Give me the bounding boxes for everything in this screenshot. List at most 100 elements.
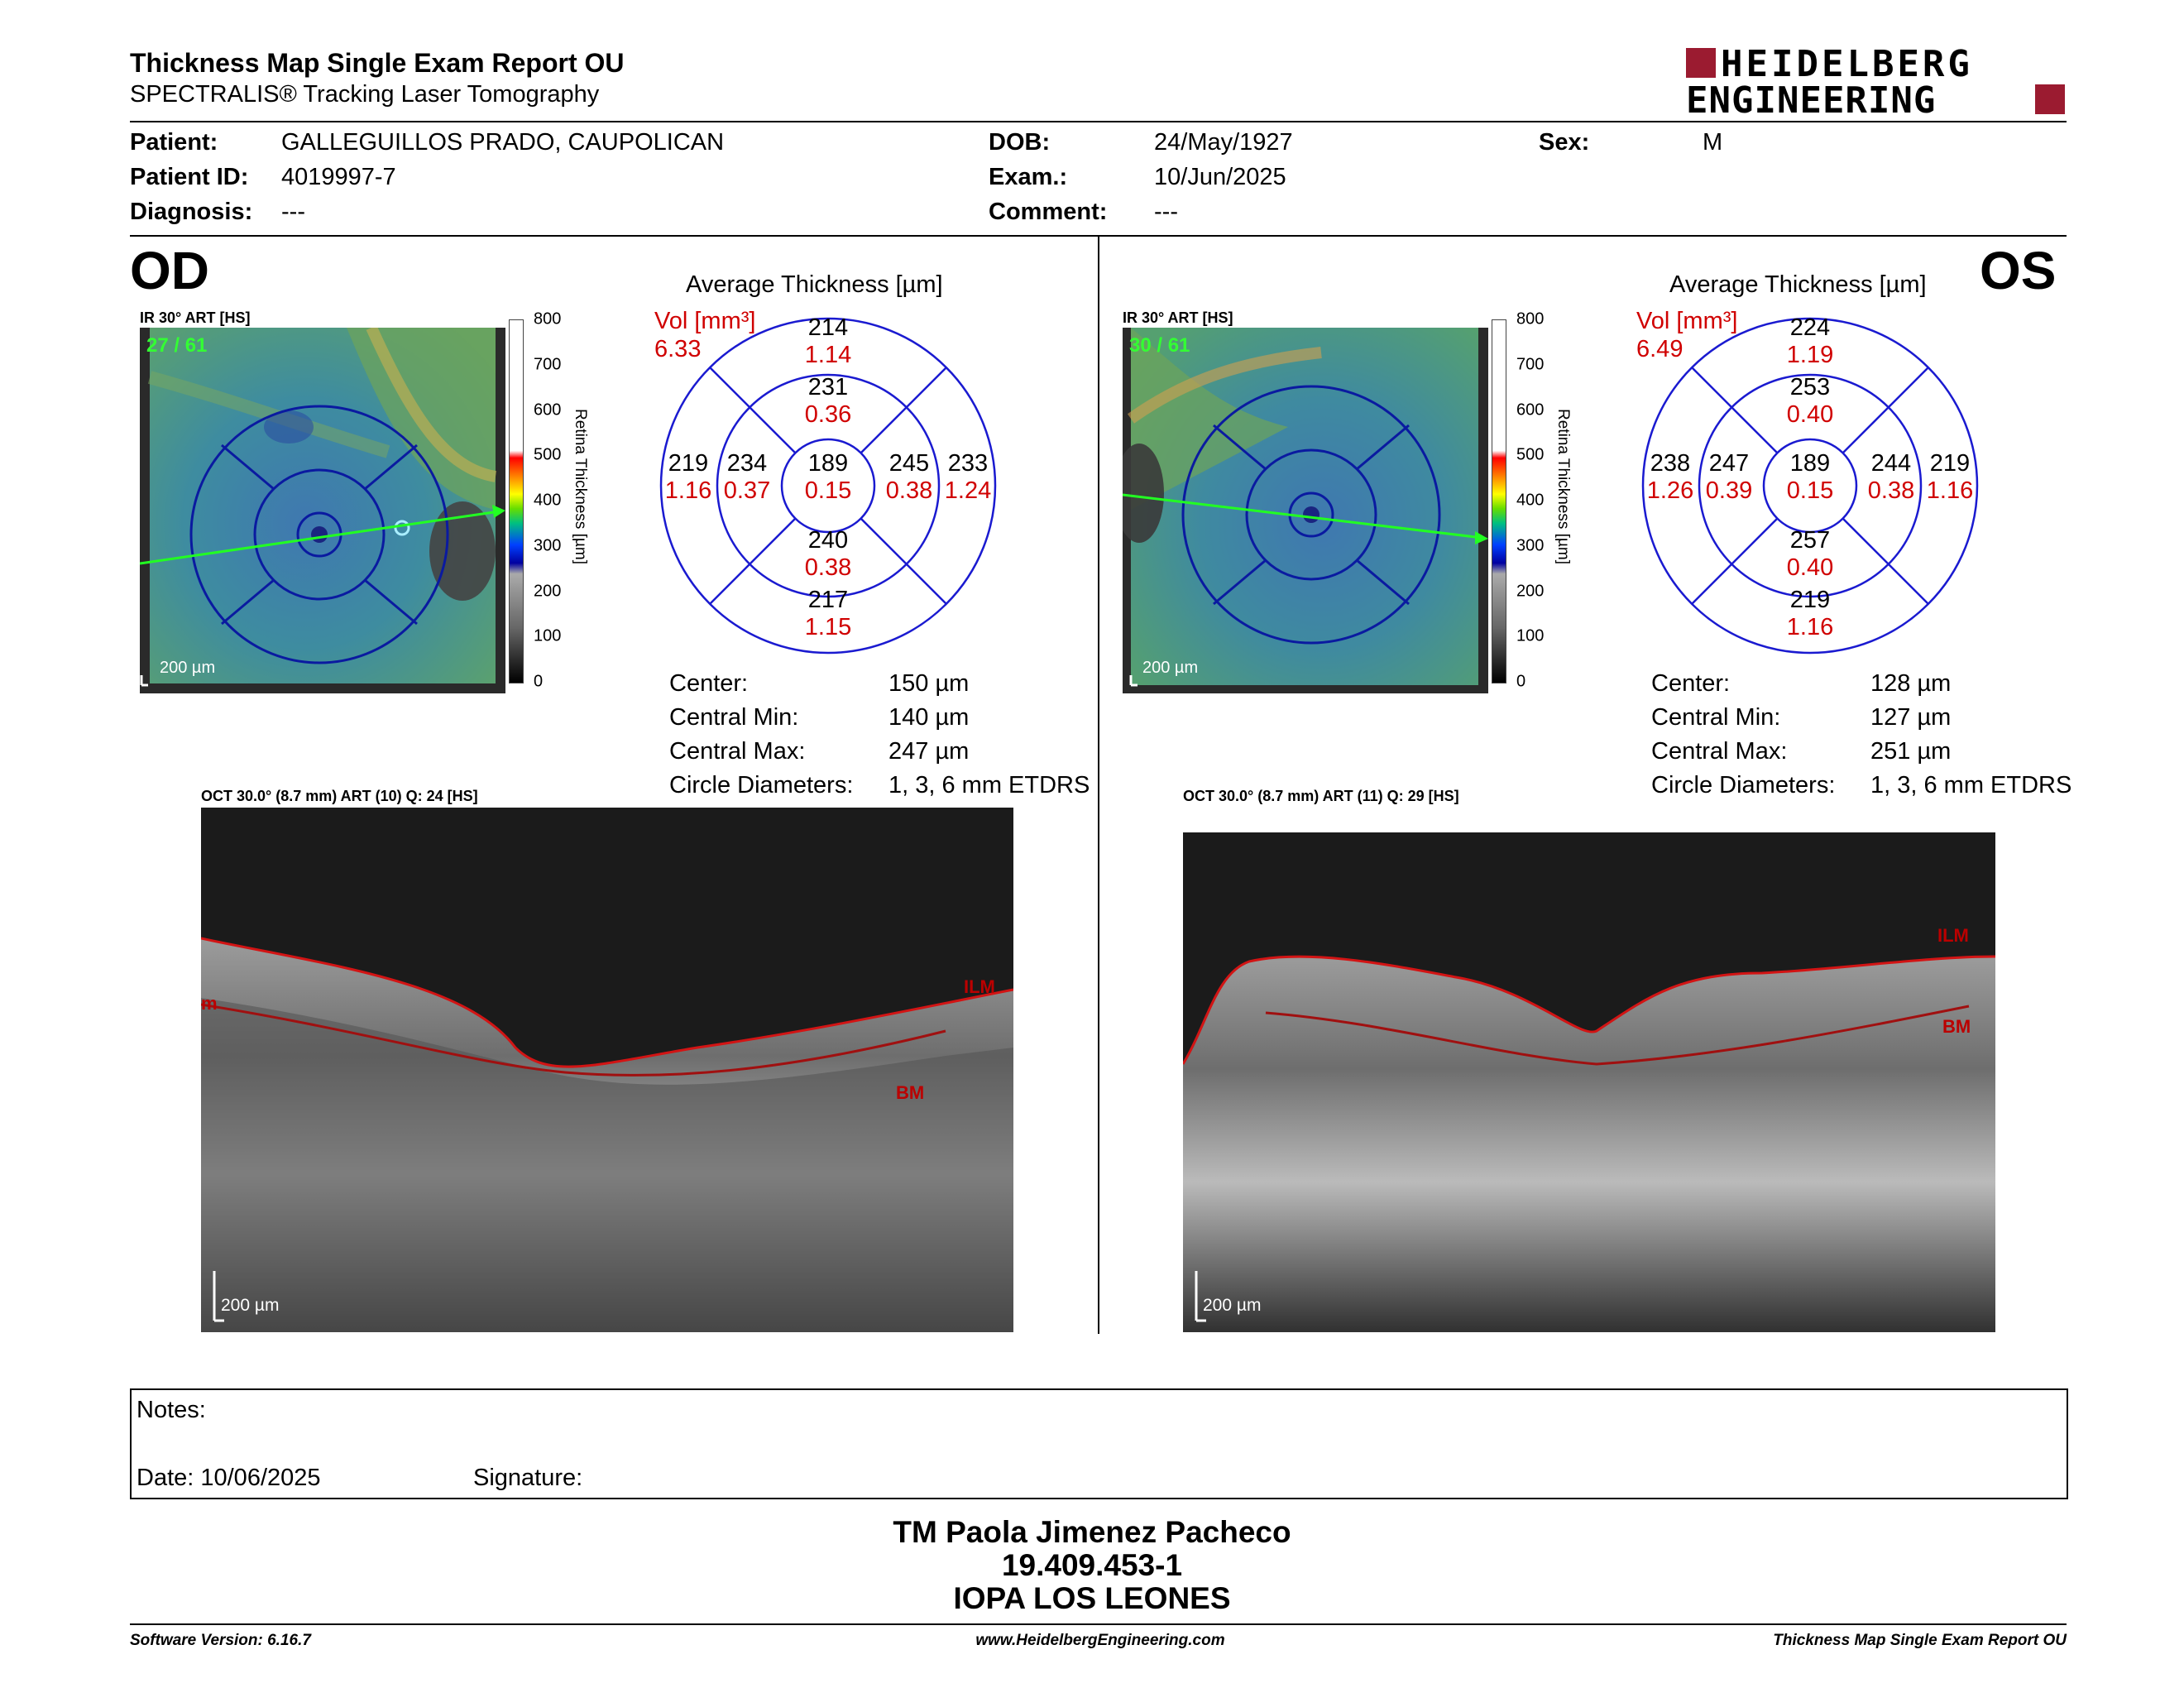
- signoff-name: TM Paola Jimenez Pacheco: [893, 1515, 1291, 1549]
- os-scale-title: Retina Thickness [µm]: [1554, 409, 1572, 564]
- signoff-block: TM Paola Jimenez Pacheco 19.409.453-1 IO…: [745, 1516, 1439, 1615]
- od-inner-left-volume: 0.37: [723, 477, 771, 504]
- os-outer-inf-volume: 1.16: [1786, 614, 1834, 640]
- od-inner-inf-volume: 0.38: [804, 554, 852, 581]
- exam-label: Exam.:: [989, 164, 1068, 190]
- od-inner-sup-volume: 0.36: [804, 401, 852, 428]
- od-center-label: Center:: [669, 670, 749, 697]
- patient-id-label: Patient ID:: [130, 164, 249, 190]
- diagnosis-label: Diagnosis:: [130, 199, 253, 225]
- os-max-label: Central Max:: [1651, 738, 1788, 765]
- os-fundus-svg: [1123, 328, 1488, 687]
- od-fundus-scale-text: 200 µm: [160, 659, 216, 677]
- signoff-rut: 19.409.453-1: [1001, 1548, 1183, 1582]
- os-eye-label: OS: [1980, 241, 2057, 300]
- os-min-value: 127 µm: [1870, 704, 1952, 731]
- os-fundus-thickness-map: 30 / 61 200 µm: [1123, 328, 1488, 693]
- od-color-scale: [509, 319, 524, 683]
- os-frame-counter: 30 / 61: [1129, 334, 1190, 357]
- heidelberg-logo: HEIDELBERG ENGINEERING: [1686, 43, 2067, 122]
- tick-600: 600: [534, 400, 562, 419]
- tick-500: 500: [1516, 445, 1545, 464]
- od-fundus-svg: [140, 328, 505, 687]
- os-outer-sup-volume: 1.19: [1786, 342, 1834, 368]
- od-avg-title: Average Thickness [µm]: [686, 271, 943, 298]
- notes-signature-label: Signature:: [473, 1465, 583, 1491]
- os-ir-label: IR 30° ART [HS]: [1123, 309, 1233, 326]
- footer-divider: [130, 1623, 2067, 1625]
- tick-700: 700: [534, 355, 562, 374]
- od-diam-value: 1, 3, 6 mm ETDRS: [888, 772, 1090, 798]
- os-etdrs-grid: 224 1.19 253 0.40 189 0.15 257 0.40 219 1.16 …: [1640, 314, 1980, 655]
- os-etdrs-svg: [1641, 317, 1979, 655]
- os-diam-value: 1, 3, 6 mm ETDRS: [1870, 772, 2072, 798]
- os-outer-left-thickness: 238: [1650, 450, 1691, 477]
- os-center-label: Center:: [1651, 670, 1731, 697]
- exam-value: 10/Jun/2025: [1154, 164, 1286, 190]
- tick-0: 0: [1516, 672, 1526, 691]
- od-etdrs-svg: [659, 317, 997, 655]
- od-eye-label: OD: [130, 241, 209, 300]
- od-oct-bscan: ILM BM m 200 µm: [201, 808, 1013, 1332]
- os-oct-label: OCT 30.0° (8.7 mm) ART (11) Q: 29 [HS]: [1183, 788, 1459, 804]
- od-frame-counter: 27 / 61: [146, 334, 208, 357]
- od-min-label: Central Min:: [669, 704, 799, 731]
- od-inner-sup-thickness: 231: [807, 374, 849, 400]
- os-oct-scale-text: 200 µm: [1203, 1296, 1262, 1315]
- od-ir-label: IR 30° ART [HS]: [140, 309, 251, 326]
- od-outer-left-volume: 1.16: [664, 477, 712, 504]
- od-vol-value: 6.33: [654, 336, 702, 362]
- notes-box[interactable]: Notes: Date: 10/06/2025 Signature:: [130, 1388, 2068, 1499]
- tick-400: 400: [534, 491, 562, 510]
- os-outer-left-volume: 1.26: [1646, 477, 1694, 504]
- tick-800: 800: [1516, 309, 1545, 328]
- footer-report-name: Thickness Map Single Exam Report OU: [1773, 1632, 2067, 1649]
- patient-id: 4019997-7: [281, 164, 396, 190]
- od-vol-label: Vol [mm³]: [654, 308, 756, 334]
- od-oct-svg: [201, 937, 1013, 1332]
- os-inner-right-thickness: 244: [1870, 450, 1912, 477]
- os-ilm-label: ILM: [1937, 925, 1969, 946]
- os-avg-title: Average Thickness [µm]: [1669, 271, 1927, 298]
- os-fundus-scale-text: 200 µm: [1142, 659, 1199, 677]
- diagnosis-value: ---: [281, 199, 305, 225]
- center-divider: [1098, 237, 1099, 1334]
- patient-label: Patient:: [130, 129, 218, 156]
- os-inner-left-volume: 0.39: [1705, 477, 1753, 504]
- notes-label: Notes:: [136, 1397, 206, 1423]
- od-outer-right-volume: 1.24: [944, 477, 992, 504]
- os-scale-ticks: 800 700 600 500 400 300 200 100 0: [1516, 310, 1549, 691]
- od-etdrs-grid: 214 1.14 231 0.36 189 0.15 240 0.38 217 1.15 …: [659, 314, 998, 655]
- od-center-volume: 0.15: [804, 477, 852, 504]
- os-min-label: Central Min:: [1651, 704, 1781, 731]
- os-inner-sup-thickness: 253: [1789, 374, 1831, 400]
- sex-label: Sex:: [1539, 129, 1590, 156]
- signoff-org: IOPA LOS LEONES: [953, 1581, 1231, 1615]
- od-m-label: m: [201, 993, 218, 1014]
- od-scale-ticks: 800 700 600 500 400 300 200 100 0: [534, 310, 567, 691]
- od-center-thickness: 189: [807, 450, 849, 477]
- os-oct-svg: [1183, 808, 1995, 1332]
- os-center-volume: 0.15: [1786, 477, 1834, 504]
- footer-url[interactable]: www.HeidelbergEngineering.com: [975, 1632, 1225, 1649]
- info-divider: [130, 235, 2067, 237]
- od-diam-label: Circle Diameters:: [669, 772, 854, 798]
- od-bm-label: BM: [896, 1082, 925, 1103]
- od-scale-title: Retina Thickness [µm]: [572, 409, 589, 564]
- od-inner-right-volume: 0.38: [885, 477, 933, 504]
- od-outer-left-thickness: 219: [668, 450, 709, 477]
- comment-value: ---: [1154, 199, 1178, 225]
- logo-square-top: [1686, 48, 1716, 78]
- patient-name: GALLEGUILLOS PRADO, CAUPOLICAN: [281, 129, 725, 156]
- notes-date: Date: 10/06/2025: [136, 1465, 321, 1491]
- tick-400: 400: [1516, 491, 1545, 510]
- os-outer-sup-thickness: 224: [1789, 314, 1831, 341]
- os-outer-right-volume: 1.16: [1926, 477, 1974, 504]
- os-oct-bscan: ILM BM 200 µm: [1183, 808, 1995, 1332]
- od-inner-left-thickness: 234: [726, 450, 768, 477]
- od-max-label: Central Max:: [669, 738, 806, 765]
- dob-value: 24/May/1927: [1154, 129, 1293, 156]
- os-bm-label: BM: [1942, 1016, 1971, 1037]
- tick-600: 600: [1516, 400, 1545, 419]
- os-outer-right-thickness: 219: [1929, 450, 1971, 477]
